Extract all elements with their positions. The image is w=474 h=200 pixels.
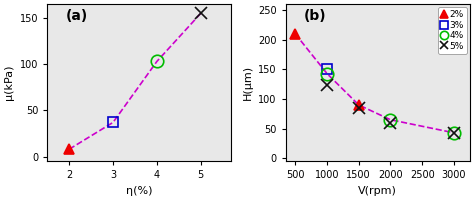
Text: (a): (a) <box>66 9 88 23</box>
Y-axis label: H(μm): H(μm) <box>243 65 253 100</box>
X-axis label: V(rpm): V(rpm) <box>358 186 397 196</box>
Text: (b): (b) <box>304 9 327 23</box>
Y-axis label: μ(kPa): μ(kPa) <box>4 65 14 100</box>
X-axis label: η(%): η(%) <box>126 186 153 196</box>
Legend: 2%, 3%, 4%, 5%: 2%, 3%, 4%, 5% <box>438 7 467 54</box>
